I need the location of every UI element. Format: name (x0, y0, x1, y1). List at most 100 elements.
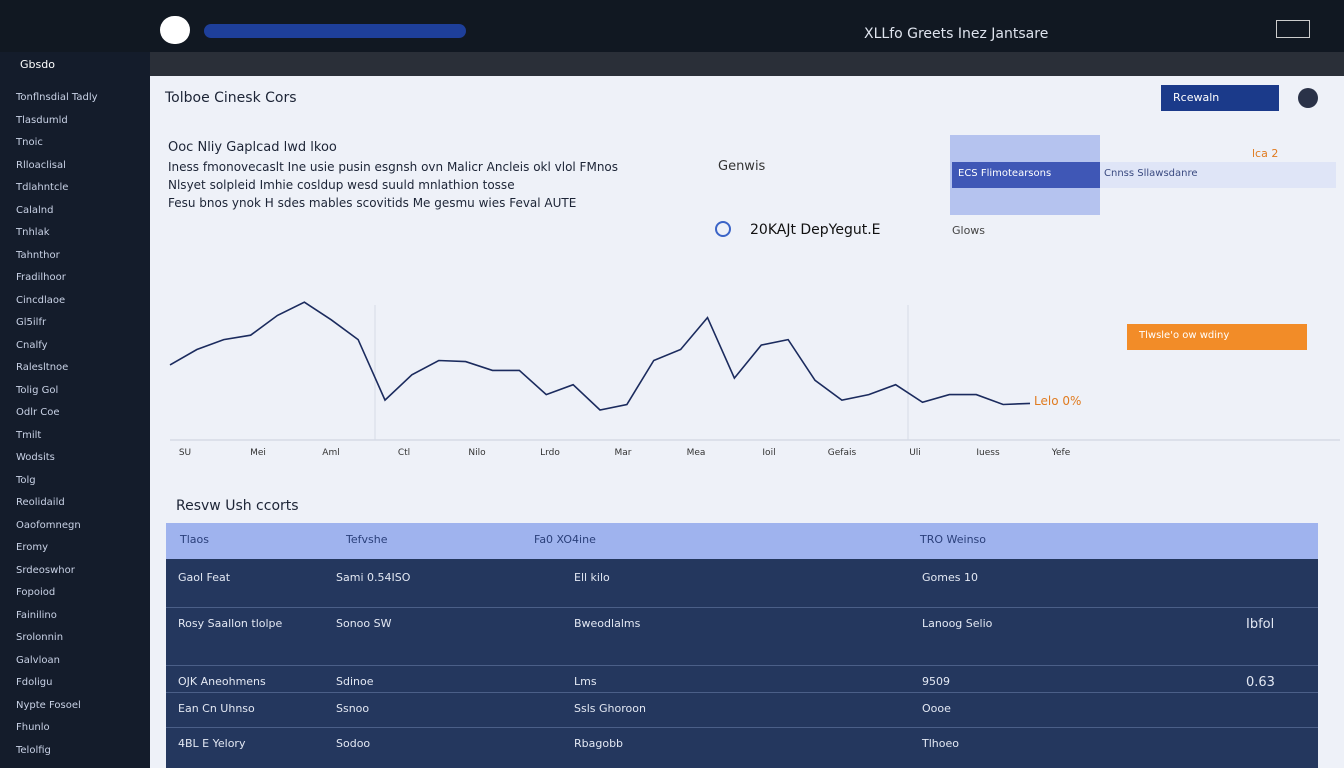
sidebar-item[interactable]: Fhunlo (16, 722, 50, 733)
page-title: Tolboe Cinesk Cors (165, 90, 297, 106)
sidebar-item[interactable]: Fainilino (16, 609, 57, 621)
line-chart: Lelo 0% SU Mei Aml Ctl Nilo Lrdo Mar Mea Ioil Gef… (169, 301, 1340, 458)
table-cell: OJK Aneohmens (178, 675, 266, 688)
sidebar: Gbsdo Tonflnsdial Tadly Tlasdumld Tnoic Rll… (0, 52, 150, 768)
sidebar-item[interactable]: Tolig Gol (16, 384, 59, 396)
table-cell: Ell kilo (574, 571, 610, 584)
column-header[interactable]: Tefvshe (346, 533, 388, 546)
row-divider (166, 727, 1318, 728)
table-cell: Ssls Ghoroon (574, 702, 646, 715)
button[interactable]: Rcewaln (1161, 85, 1279, 111)
row-divider (166, 665, 1318, 666)
sidebar-header: Gbsdo (20, 58, 55, 71)
table-header: Tlaos Tefvshe Fa0 XO4ine TRO Weinso (166, 523, 1318, 559)
sidebar-item[interactable]: Gl5ilfr (16, 317, 47, 328)
table-cell: Ean Cn Uhnso (178, 702, 255, 715)
annotation: Lelo 0% (1034, 394, 1081, 408)
table-title: Resvw Ush ccorts (176, 498, 299, 514)
table-cell: Ibfol (1246, 617, 1275, 632)
sidebar-item[interactable]: Srolonnin (16, 632, 64, 643)
table-cell: Sami 0.54ISO (336, 571, 411, 584)
stat-value: 20KAJt DepYegut.E (750, 222, 881, 238)
sidebar-item[interactable]: Wodsits (16, 452, 55, 463)
stat-note: Glows (952, 224, 986, 237)
table-cell: Gaol Feat (178, 571, 231, 584)
table-cell: 9509 (922, 675, 950, 688)
sidebar-item[interactable]: Nypte Fosoel (16, 699, 81, 711)
sidebar-item[interactable]: Fradilhoor (16, 272, 66, 283)
x-tick-label: Iuess (976, 448, 1000, 458)
table-cell: Lanoog Selio (922, 617, 993, 630)
x-tick-label: Mar (615, 448, 632, 458)
sidebar-item[interactable]: Tlasdumld (16, 114, 68, 126)
top-bar: XLLfo Greets Inez Jantsare (0, 0, 1344, 52)
table-cell: 0.63 (1246, 675, 1275, 690)
table-cell: Sdinoe (336, 675, 374, 688)
x-tick-label: Aml (322, 448, 339, 458)
sidebar-item[interactable]: Reolidaild (16, 497, 65, 508)
table-cell: Sonoo SW (336, 617, 392, 630)
subtitle: Ooc Nliy Gaplcad lwd lkoo (168, 140, 337, 155)
panel-tab[interactable]: Cnnss Sllawsdanre (1104, 168, 1198, 179)
table-cell: Ssnoo (336, 702, 370, 715)
sidebar-item[interactable]: Calalnd (16, 204, 54, 216)
logo (160, 16, 190, 44)
table-cell: Rbagobb (574, 737, 624, 750)
data-line (169, 301, 1031, 411)
sidebar-item[interactable]: Srdeoswhor (16, 564, 75, 576)
description-line: Nlsyet solpleid Imhie cosldup wesd suuld… (168, 178, 515, 192)
x-tick-label: SU (179, 448, 191, 458)
panel-tab[interactable]: ECS Flimotearsons (952, 162, 1100, 188)
x-tick-label: Yefe (1051, 448, 1071, 458)
badge: lca 2 (1252, 147, 1279, 160)
column-header[interactable]: TRO Weinso (920, 533, 987, 546)
sidebar-item[interactable]: Ralesltnoe (16, 362, 69, 373)
search-bar[interactable] (204, 24, 466, 38)
x-tick-label: Ioil (762, 448, 775, 458)
action-button[interactable]: Tlwsle'o ow wdiny (1127, 324, 1307, 350)
table-cell: 4BL E Yelory (178, 737, 246, 750)
radio[interactable] (715, 221, 731, 237)
sidebar-item[interactable]: Tolg (16, 474, 36, 486)
sidebar-item[interactable]: Telolfig (16, 744, 51, 756)
table-cell: Oooe (922, 702, 951, 715)
sidebar-item[interactable]: Tdlahntcle (16, 182, 69, 193)
table-cell: Lms (574, 675, 597, 688)
app-title: XLLfo Greets Inez Jantsare (864, 26, 1049, 42)
x-tick-label: Mei (250, 448, 266, 458)
table-cell: Sodoo (336, 737, 371, 750)
x-tick-label: Gefais (828, 448, 857, 458)
description-line: Fesu bnos ynok H sdes mables scovitids M… (168, 196, 577, 210)
table-cell: Rosy Saallon tlolpe (178, 617, 283, 630)
x-tick-label: Ctl (398, 448, 410, 458)
sidebar-item[interactable]: Oaofomnegn (16, 519, 81, 531)
sidebar-item[interactable]: Galvloan (16, 654, 60, 666)
column-header[interactable]: Tlaos (180, 533, 209, 546)
sidebar-item[interactable]: Tnoic (16, 137, 43, 148)
x-tick-label: Uli (909, 448, 921, 458)
x-tick-label: Mea (687, 448, 706, 458)
sidebar-item[interactable]: Fdoligu (16, 677, 53, 688)
avatar[interactable] (1298, 88, 1318, 108)
sidebar-item[interactable]: Eromy (16, 542, 48, 553)
x-tick-label: Lrdo (540, 448, 560, 458)
sidebar-item[interactable]: Tmilt (16, 429, 42, 441)
table-cell: Tlhoeo (922, 737, 959, 750)
sidebar-item[interactable]: Tnhlak (16, 227, 50, 238)
row-divider (166, 692, 1318, 693)
window-icon[interactable] (1276, 20, 1310, 38)
sidebar-item[interactable]: Rlloaclisal (16, 159, 66, 171)
sidebar-item[interactable]: Tonflnsdial Tadly (16, 92, 98, 103)
table-cell: Gomes 10 (922, 571, 978, 584)
sidebar-item[interactable]: Cnalfy (16, 339, 48, 351)
table-cell: Bweodlalms (574, 617, 641, 630)
sidebar-item[interactable]: Odlr Coe (16, 407, 60, 418)
row-divider (166, 607, 1318, 608)
table-body: Gaol Feat Sami 0.54ISO Ell kilo Gomes 10 Ros… (166, 559, 1318, 768)
x-tick-label: Nilo (468, 448, 486, 458)
sidebar-item[interactable]: Cincdlaoe (16, 294, 66, 306)
sidebar-item[interactable]: Fopoiod (16, 587, 56, 598)
column-header[interactable]: Fa0 XO4ine (534, 533, 596, 546)
sidebar-item[interactable]: Tahnthor (16, 249, 60, 261)
